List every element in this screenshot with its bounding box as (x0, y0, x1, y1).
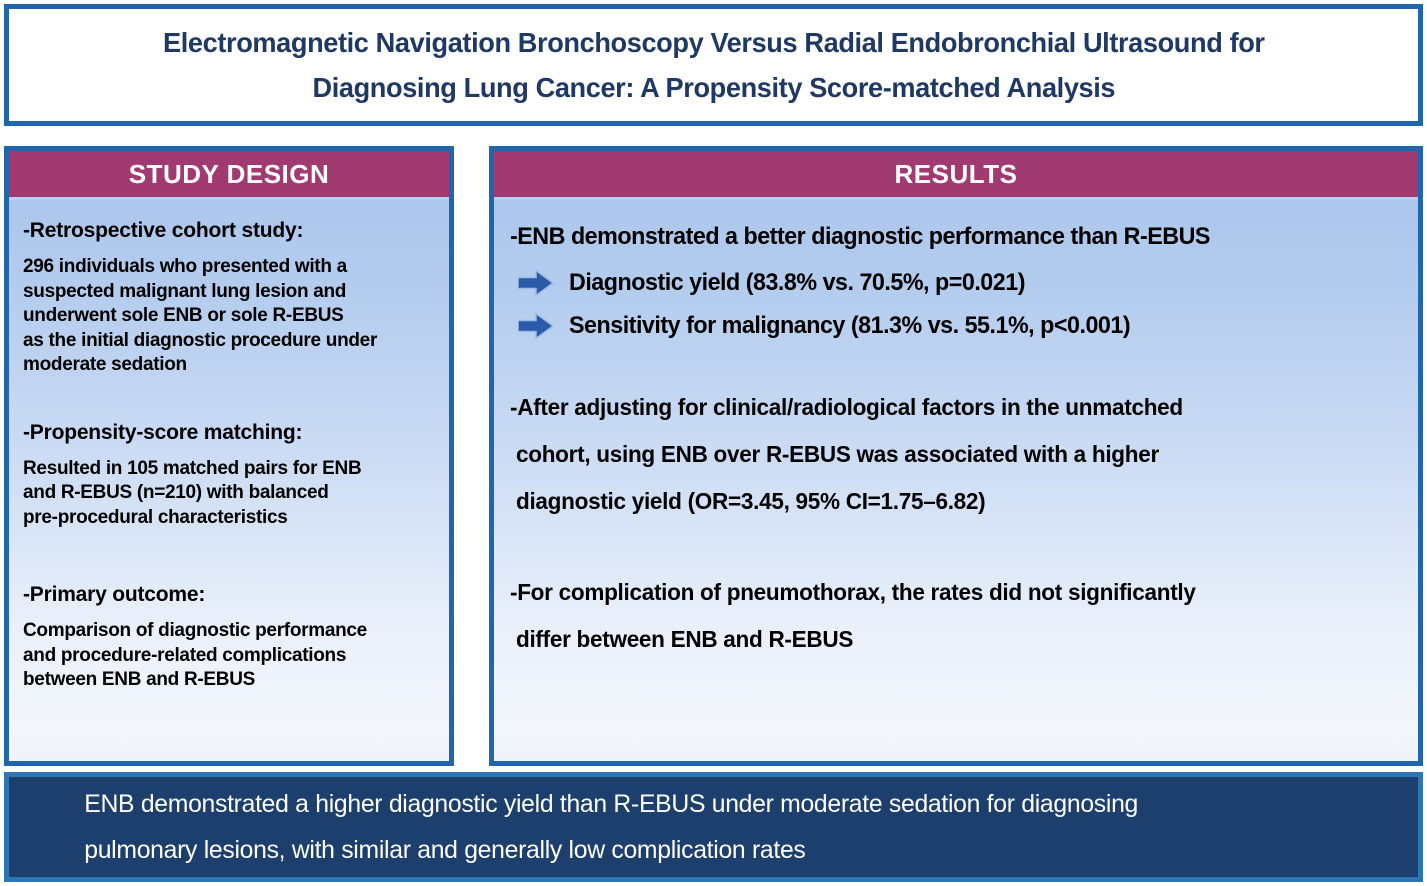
section-body: Resulted in 105 matched pairs for ENB an… (23, 457, 362, 528)
study-section-primary-outcome: -Primary outcome: Comparison of diagnost… (23, 580, 437, 693)
results-paragraph-adjusted-analysis: -After adjusting for clinical/radiologic… (510, 394, 1183, 514)
results-header: RESULTS (494, 151, 1418, 200)
section-heading: -Propensity-score matching: (23, 420, 303, 444)
bullet-text: Diagnostic yield (83.8% vs. 70.5%, p=0.0… (569, 269, 1025, 296)
bullet-text: Sensitivity for malignancy (81.3% vs. 55… (569, 312, 1131, 339)
results-intro: -ENB demonstrated a better diagnostic pe… (510, 223, 1210, 250)
conclusion-text: ENB demonstrated a higher diagnostic yie… (84, 790, 1139, 864)
result-bullet-diagnostic-yield: Diagnostic yield (83.8% vs. 70.5%, p=0.0… (510, 269, 1408, 297)
study-design-header: STUDY DESIGN (9, 151, 449, 200)
result-bullet-sensitivity: Sensitivity for malignancy (81.3% vs. 55… (510, 312, 1408, 340)
results-header-label: RESULTS (894, 158, 1018, 189)
section-heading: -Primary outcome: (23, 583, 206, 606)
section-body: 296 individuals who presented with a sus… (23, 256, 378, 375)
results-panel: RESULTS -ENB demonstrated a better diagn… (489, 146, 1423, 766)
paper-title: Electromagnetic Navigation Bronchoscopy … (162, 27, 1265, 103)
study-design-content: -Retrospective cohort study: 296 individ… (9, 200, 449, 693)
section-body: Comparison of diagnostic performance and… (23, 620, 367, 690)
title-box: Electromagnetic Navigation Bronchoscopy … (4, 4, 1423, 126)
section-heading: -Retrospective cohort study: (23, 219, 304, 242)
study-design-header-label: STUDY DESIGN (128, 158, 330, 189)
study-section-retrospective: -Retrospective cohort study: 296 individ… (23, 216, 437, 378)
study-design-panel: STUDY DESIGN -Retrospective cohort study… (4, 146, 454, 766)
arrow-right-icon (518, 270, 554, 296)
study-section-propensity: -Propensity-score matching: Resulted in … (23, 418, 437, 531)
conclusion-banner: ENB demonstrated a higher diagnostic yie… (4, 772, 1423, 882)
arrow-right-icon (518, 313, 554, 339)
results-paragraph-complications: -For complication of pneumothorax, the r… (510, 579, 1196, 652)
results-content: -ENB demonstrated a better diagnostic pe… (494, 200, 1418, 663)
